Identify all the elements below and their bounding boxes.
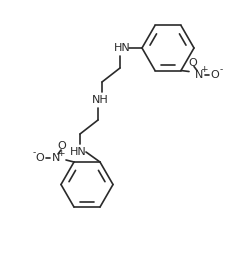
Text: O: O <box>211 69 219 80</box>
Text: N: N <box>52 153 60 163</box>
Text: HN: HN <box>70 147 86 157</box>
Text: +: + <box>57 148 65 157</box>
Text: O: O <box>58 141 66 151</box>
Text: O: O <box>189 58 197 68</box>
Text: -: - <box>219 65 223 74</box>
Text: N: N <box>195 69 203 80</box>
Text: O: O <box>36 153 44 163</box>
Text: +: + <box>200 65 208 74</box>
Text: HN: HN <box>114 43 130 53</box>
Text: -: - <box>32 148 36 157</box>
Text: NH: NH <box>92 95 108 105</box>
